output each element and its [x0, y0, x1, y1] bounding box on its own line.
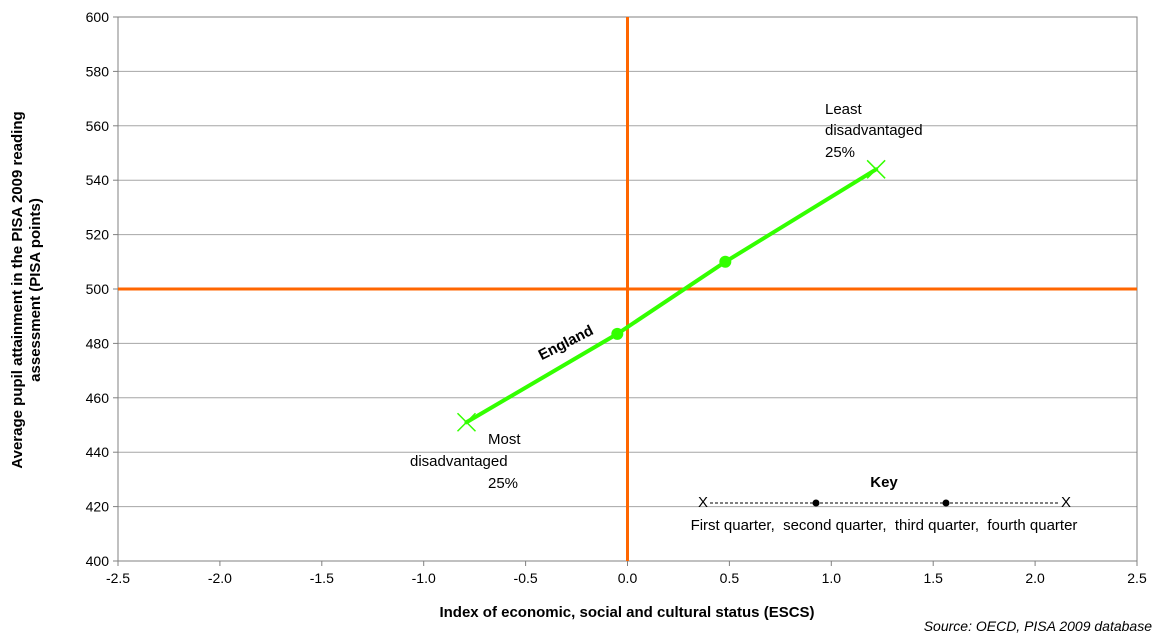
point-x-marker-1 [456, 412, 477, 432]
x-tick-label-0.0: 0.0 [618, 570, 638, 586]
annotation-most-line1: Most [488, 431, 521, 448]
y-tick-label-500: 500 [86, 281, 110, 297]
key-title: Key [870, 474, 898, 491]
y-tick-label-440: 440 [86, 444, 110, 460]
x-tick-label--1.5: -1.5 [310, 570, 334, 586]
key-labels: First quarter, second quarter, third qua… [691, 517, 1078, 534]
x-tick-label--2.5: -2.5 [106, 570, 130, 586]
x-axis-ticks: -2.5 -2.0 -1.5 -1.0 -0.5 0.0 0.5 1.0 1.5 2.0 2.5 [106, 561, 1147, 586]
key-box: Key X X First quarter, second quarter, t… [691, 474, 1078, 534]
x-tick-label-2.5: 2.5 [1127, 570, 1147, 586]
x-tick-label-2.0: 2.0 [1025, 570, 1045, 586]
x-stroke-b [866, 159, 886, 179]
key-marker-end: X [1061, 494, 1071, 511]
point-x-marker-4 [866, 159, 886, 179]
x-tick-label-0.5: 0.5 [720, 570, 740, 586]
x-tick-label-1.0: 1.0 [822, 570, 842, 586]
series-england [456, 159, 886, 432]
series-line [464, 167, 879, 425]
x-tick-label--1.0: -1.0 [412, 570, 436, 586]
y-tick-label-540: 540 [86, 172, 110, 188]
point-dot-2 [611, 327, 624, 340]
y-axis-title-line2: assessment (PISA points) [27, 198, 44, 382]
y-tick-label-600: 600 [86, 9, 110, 25]
y-axis-title: Average pupil attainment in the PISA 200… [9, 111, 44, 468]
y-tick-label-460: 460 [86, 390, 110, 406]
x-tick-label-1.5: 1.5 [923, 570, 943, 586]
key-marker-start: X [698, 494, 708, 511]
x-tick-label--0.5: -0.5 [514, 570, 538, 586]
y-tick-label-400: 400 [86, 553, 110, 569]
y-axis-title-line1: Average pupil attainment in the PISA 200… [9, 111, 26, 468]
y-axis-ticks: 400 420 440 460 480 500 520 540 560 580 600 [86, 9, 118, 569]
annotation-most-line3: 25% [488, 475, 518, 492]
annotation-least-line1: Least [825, 101, 863, 118]
key-dot-third [942, 499, 950, 507]
annotation-most-line2: disadvantaged [410, 453, 508, 470]
y-tick-label-420: 420 [86, 499, 110, 515]
x-stroke-b [456, 412, 477, 432]
source-note: Source: OECD, PISA 2009 database [924, 618, 1152, 634]
annotation-least-line3: 25% [825, 144, 855, 161]
y-tick-label-480: 480 [86, 335, 110, 351]
y-tick-label-520: 520 [86, 227, 110, 243]
annotation-least-line2: disadvantaged [825, 122, 923, 139]
reference-lines [118, 17, 1137, 561]
x-tick-label--2.0: -2.0 [208, 570, 232, 586]
x-axis-title: Index of economic, social and cultural s… [439, 604, 814, 621]
point-dot-3 [719, 255, 732, 268]
y-tick-label-560: 560 [86, 118, 110, 134]
y-tick-label-580: 580 [86, 63, 110, 79]
key-dot-second [812, 499, 820, 507]
